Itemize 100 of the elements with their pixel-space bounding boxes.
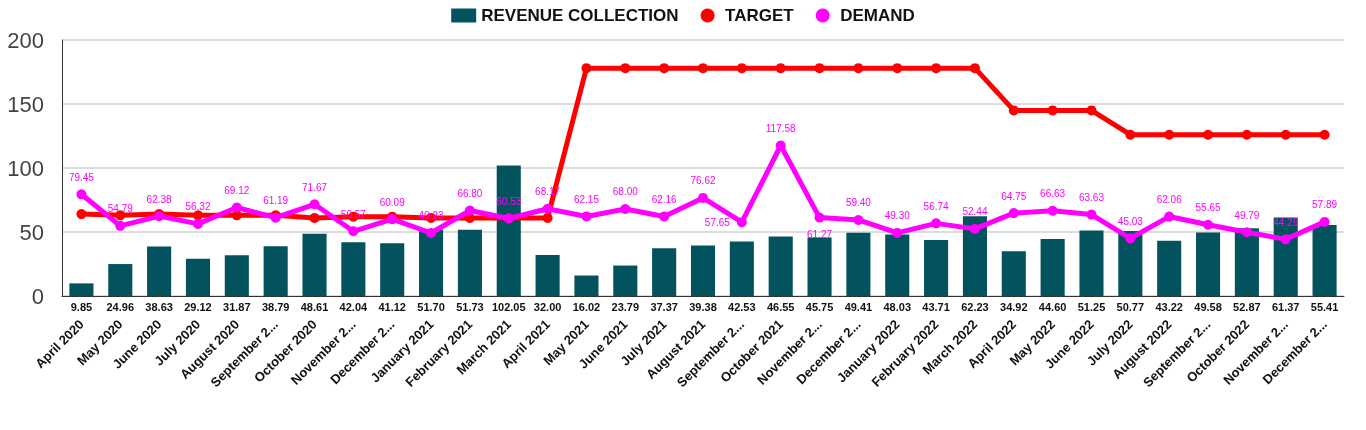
data-label: 31.87	[223, 300, 251, 313]
point	[309, 212, 320, 223]
point	[814, 212, 825, 223]
bar	[1234, 228, 1259, 296]
bar	[962, 216, 987, 296]
y-tick-label: 100	[7, 155, 44, 181]
point	[76, 189, 87, 200]
data-label: 51.70	[417, 300, 445, 313]
data-label: 61.27	[807, 229, 833, 241]
data-label: 9.85	[70, 300, 93, 313]
point	[1203, 219, 1214, 230]
data-label: 102.05	[491, 300, 526, 313]
data-label: 43.71	[922, 300, 950, 313]
bar	[924, 240, 949, 296]
point	[814, 63, 825, 74]
data-label: 41.12	[378, 300, 406, 313]
data-label: 60.09	[379, 196, 406, 208]
data-label: 62.38	[146, 193, 173, 205]
data-label: 24.96	[106, 300, 135, 313]
data-label: 23.79	[611, 300, 640, 313]
point	[464, 205, 475, 216]
bar	[768, 236, 793, 296]
legend-label: REVENUE COLLECTION	[481, 6, 679, 25]
bar	[224, 255, 249, 296]
point	[1241, 227, 1252, 238]
data-label: 44.60	[1038, 300, 1067, 313]
point	[1086, 209, 1097, 220]
point	[659, 211, 670, 222]
bar	[302, 233, 327, 296]
point	[348, 226, 359, 237]
bar	[496, 165, 521, 296]
point	[659, 63, 670, 74]
data-label: 32.00	[533, 300, 562, 313]
point	[1280, 129, 1291, 140]
data-label: 45.03	[1117, 215, 1144, 227]
point	[1319, 216, 1330, 227]
point	[1047, 105, 1058, 116]
bar	[885, 234, 910, 296]
point	[1241, 129, 1252, 140]
data-label: 48.03	[883, 300, 912, 313]
legend-label: DEMAND	[840, 6, 915, 25]
data-label: 62.15	[573, 193, 600, 205]
data-label: 69.12	[224, 185, 250, 197]
point	[1125, 129, 1136, 140]
data-label: 54.79	[107, 203, 134, 215]
point	[581, 211, 592, 222]
data-label: 42.04	[339, 300, 369, 313]
point	[192, 218, 203, 229]
point	[426, 227, 437, 238]
data-label: 29.12	[184, 300, 212, 313]
data-label: 49.58	[1194, 300, 1222, 313]
bar	[690, 245, 716, 296]
data-label: 34.92	[1000, 300, 1028, 313]
point	[192, 210, 203, 221]
bar	[1312, 225, 1337, 296]
point	[736, 63, 747, 74]
y-tick-label: 150	[7, 91, 44, 117]
point	[892, 227, 903, 238]
data-label: 61.19	[263, 195, 289, 207]
point	[698, 192, 708, 203]
data-label: 49.79	[1234, 209, 1260, 221]
data-label: 52.44	[962, 206, 988, 218]
point	[931, 63, 942, 74]
point	[853, 214, 864, 225]
bar	[1195, 232, 1221, 296]
data-label: 62.06	[1156, 194, 1183, 206]
point	[1203, 129, 1214, 140]
bar	[457, 229, 482, 296]
data-label: 50.77	[1116, 300, 1145, 313]
bar	[341, 242, 366, 296]
data-label: 52.87	[1233, 300, 1261, 313]
data-label: 56.74	[923, 200, 950, 212]
data-label: 66.63	[1040, 188, 1066, 200]
point	[1125, 233, 1136, 244]
data-label: 42.53	[728, 300, 756, 313]
point	[620, 63, 631, 74]
data-label: 51.25	[1077, 300, 1106, 313]
data-label: 51.73	[456, 300, 484, 313]
point	[853, 63, 864, 74]
point	[1008, 105, 1019, 116]
point	[231, 202, 242, 213]
bar	[535, 255, 560, 296]
data-label: 39.38	[689, 300, 717, 313]
point	[931, 218, 942, 229]
bar	[69, 283, 94, 296]
data-label: 61.37	[1271, 300, 1300, 313]
point	[736, 217, 747, 228]
bar	[613, 265, 638, 296]
data-label: 66.80	[457, 188, 483, 199]
point	[542, 203, 553, 214]
bar	[1273, 217, 1298, 296]
bar	[1118, 231, 1143, 296]
data-label: 57.89	[1312, 199, 1338, 211]
data-label: 49.41	[844, 300, 873, 313]
point	[309, 199, 320, 210]
bar	[263, 246, 288, 296]
bar	[1040, 238, 1065, 296]
bar	[574, 275, 599, 296]
point	[76, 209, 87, 220]
data-label: 56.32	[185, 201, 211, 213]
